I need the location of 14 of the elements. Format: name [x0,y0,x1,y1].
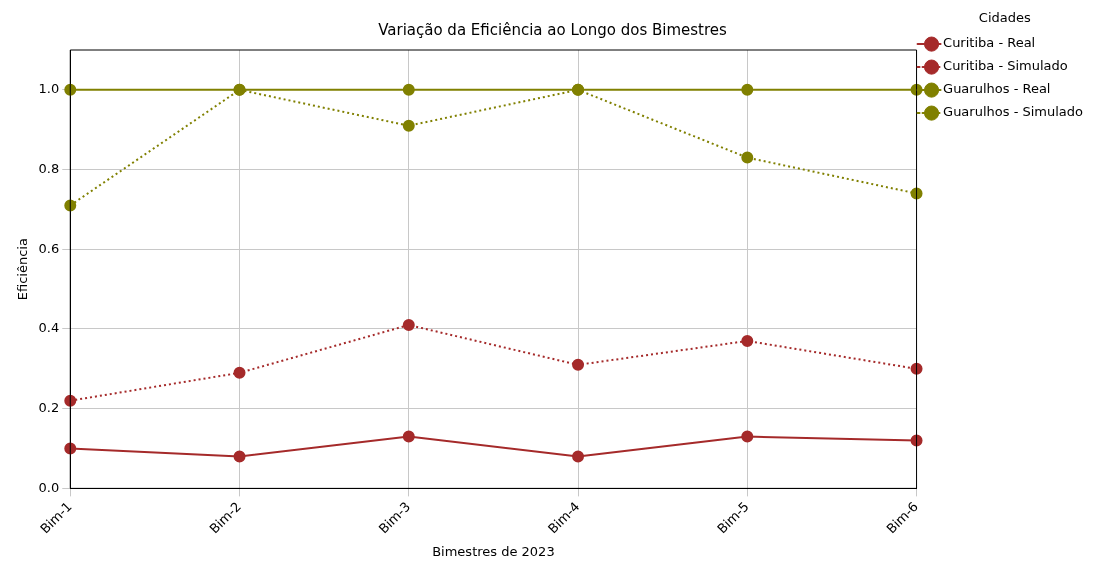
legend-title: Cidades [978,9,1031,25]
y-tick-label: 0.4 [38,320,60,336]
legend-label: Curitiba - Simulado [943,58,1068,74]
y-tick-label: 0.2 [38,400,60,416]
legend-label: Curitiba - Real [943,35,1036,51]
legend-label: Guarulhos - Simulado [943,104,1084,120]
legend-label: Guarulhos - Real [943,81,1051,97]
x-axis-title: Bimestres de 2023 [432,543,555,559]
y-tick-label: 1.0 [38,81,60,97]
y-tick-label: 0.8 [38,160,60,176]
y-tick-label: 0.6 [38,240,60,256]
y-axis-title: Eficiência [15,238,31,301]
chart-title: Variação da Eficiência ao Longo dos Bimestres [378,20,728,39]
y-tick-label: 0.0 [38,479,60,495]
